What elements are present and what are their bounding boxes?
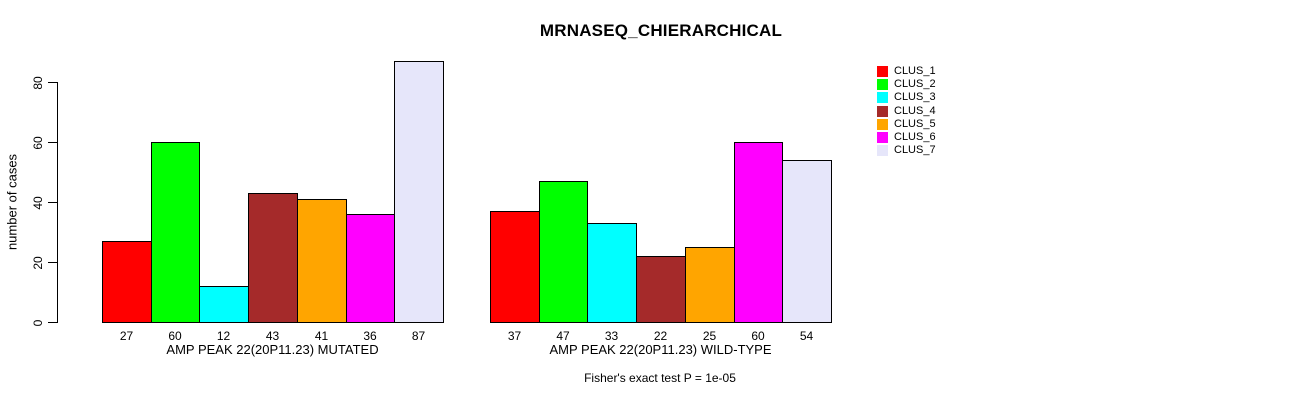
legend-swatch-icon xyxy=(877,92,888,103)
y-tick-mark xyxy=(48,322,57,323)
bar-clus_4-group1 xyxy=(248,193,298,323)
bar-value-label: 37 xyxy=(507,329,522,343)
y-tick-label: 60 xyxy=(31,135,45,150)
bar-clus_5-group1 xyxy=(297,199,347,323)
legend-label: CLUS_2 xyxy=(894,78,936,90)
legend-label: CLUS_4 xyxy=(894,105,936,117)
bar-value-label: 36 xyxy=(363,329,377,343)
bar-clus_7-group2 xyxy=(782,160,832,323)
legend-swatch-icon xyxy=(877,79,888,90)
bar-value-label: 22 xyxy=(653,329,668,343)
bar-clus_2-group2 xyxy=(539,181,588,323)
bar-value-label: 27 xyxy=(119,329,134,343)
bar-clus_7-group1 xyxy=(394,61,444,323)
bar-value-label: 25 xyxy=(702,329,717,343)
y-tick-mark xyxy=(48,142,57,143)
bar-value-label: 60 xyxy=(168,329,182,343)
legend-swatch-icon xyxy=(877,66,888,77)
bar-clus_4-group2 xyxy=(636,256,686,323)
fisher-test-annotation: Fisher's exact test P = 1e-05 xyxy=(584,371,736,385)
legend-swatch-icon xyxy=(877,145,888,156)
bar-value-label: 41 xyxy=(314,329,329,343)
y-tick-mark xyxy=(48,262,57,263)
bar-value-label: 43 xyxy=(265,329,280,343)
bar-clus_2-group1 xyxy=(151,142,200,323)
chart-title: MRNASEQ_CHIERARCHICAL xyxy=(539,21,783,40)
bar-value-label: 12 xyxy=(216,329,231,343)
y-tick-mark xyxy=(48,82,57,83)
bar-value-label: 47 xyxy=(556,329,570,343)
bar-value-label: 33 xyxy=(604,329,619,343)
bar-value-label: 87 xyxy=(411,329,426,343)
y-tick-label: 40 xyxy=(31,195,45,210)
group-axis-label: AMP PEAK 22(20P11.23) WILD-TYPE xyxy=(549,342,772,357)
bar-value-label: 60 xyxy=(751,329,765,343)
legend-label: CLUS_1 xyxy=(894,65,936,77)
y-tick-mark xyxy=(48,202,57,203)
legend-label: CLUS_7 xyxy=(894,144,936,156)
y-tick-label: 20 xyxy=(31,255,45,270)
bar-clus_6-group1 xyxy=(346,214,395,323)
y-axis-label: number of cases xyxy=(4,153,20,251)
y-axis-line xyxy=(57,82,58,323)
legend-swatch-icon xyxy=(877,106,888,117)
bar-clus_6-group2 xyxy=(734,142,783,323)
y-tick-label: 80 xyxy=(31,75,45,90)
bar-clus_3-group2 xyxy=(587,223,637,323)
group-axis-label: AMP PEAK 22(20P11.23) MUTATED xyxy=(166,342,379,357)
legend-label: CLUS_6 xyxy=(894,131,936,143)
legend-label: CLUS_3 xyxy=(894,91,936,103)
bar-value-label: 54 xyxy=(799,329,814,343)
y-tick-label: 0 xyxy=(31,319,45,326)
legend-label: CLUS_5 xyxy=(894,118,936,130)
bar-clus_3-group1 xyxy=(199,286,249,323)
legend-swatch-icon xyxy=(877,132,888,143)
bar-clus_5-group2 xyxy=(685,247,735,323)
bar-clus_1-group1 xyxy=(102,241,152,323)
bar-clus_1-group2 xyxy=(490,211,540,323)
legend-swatch-icon xyxy=(877,119,888,130)
